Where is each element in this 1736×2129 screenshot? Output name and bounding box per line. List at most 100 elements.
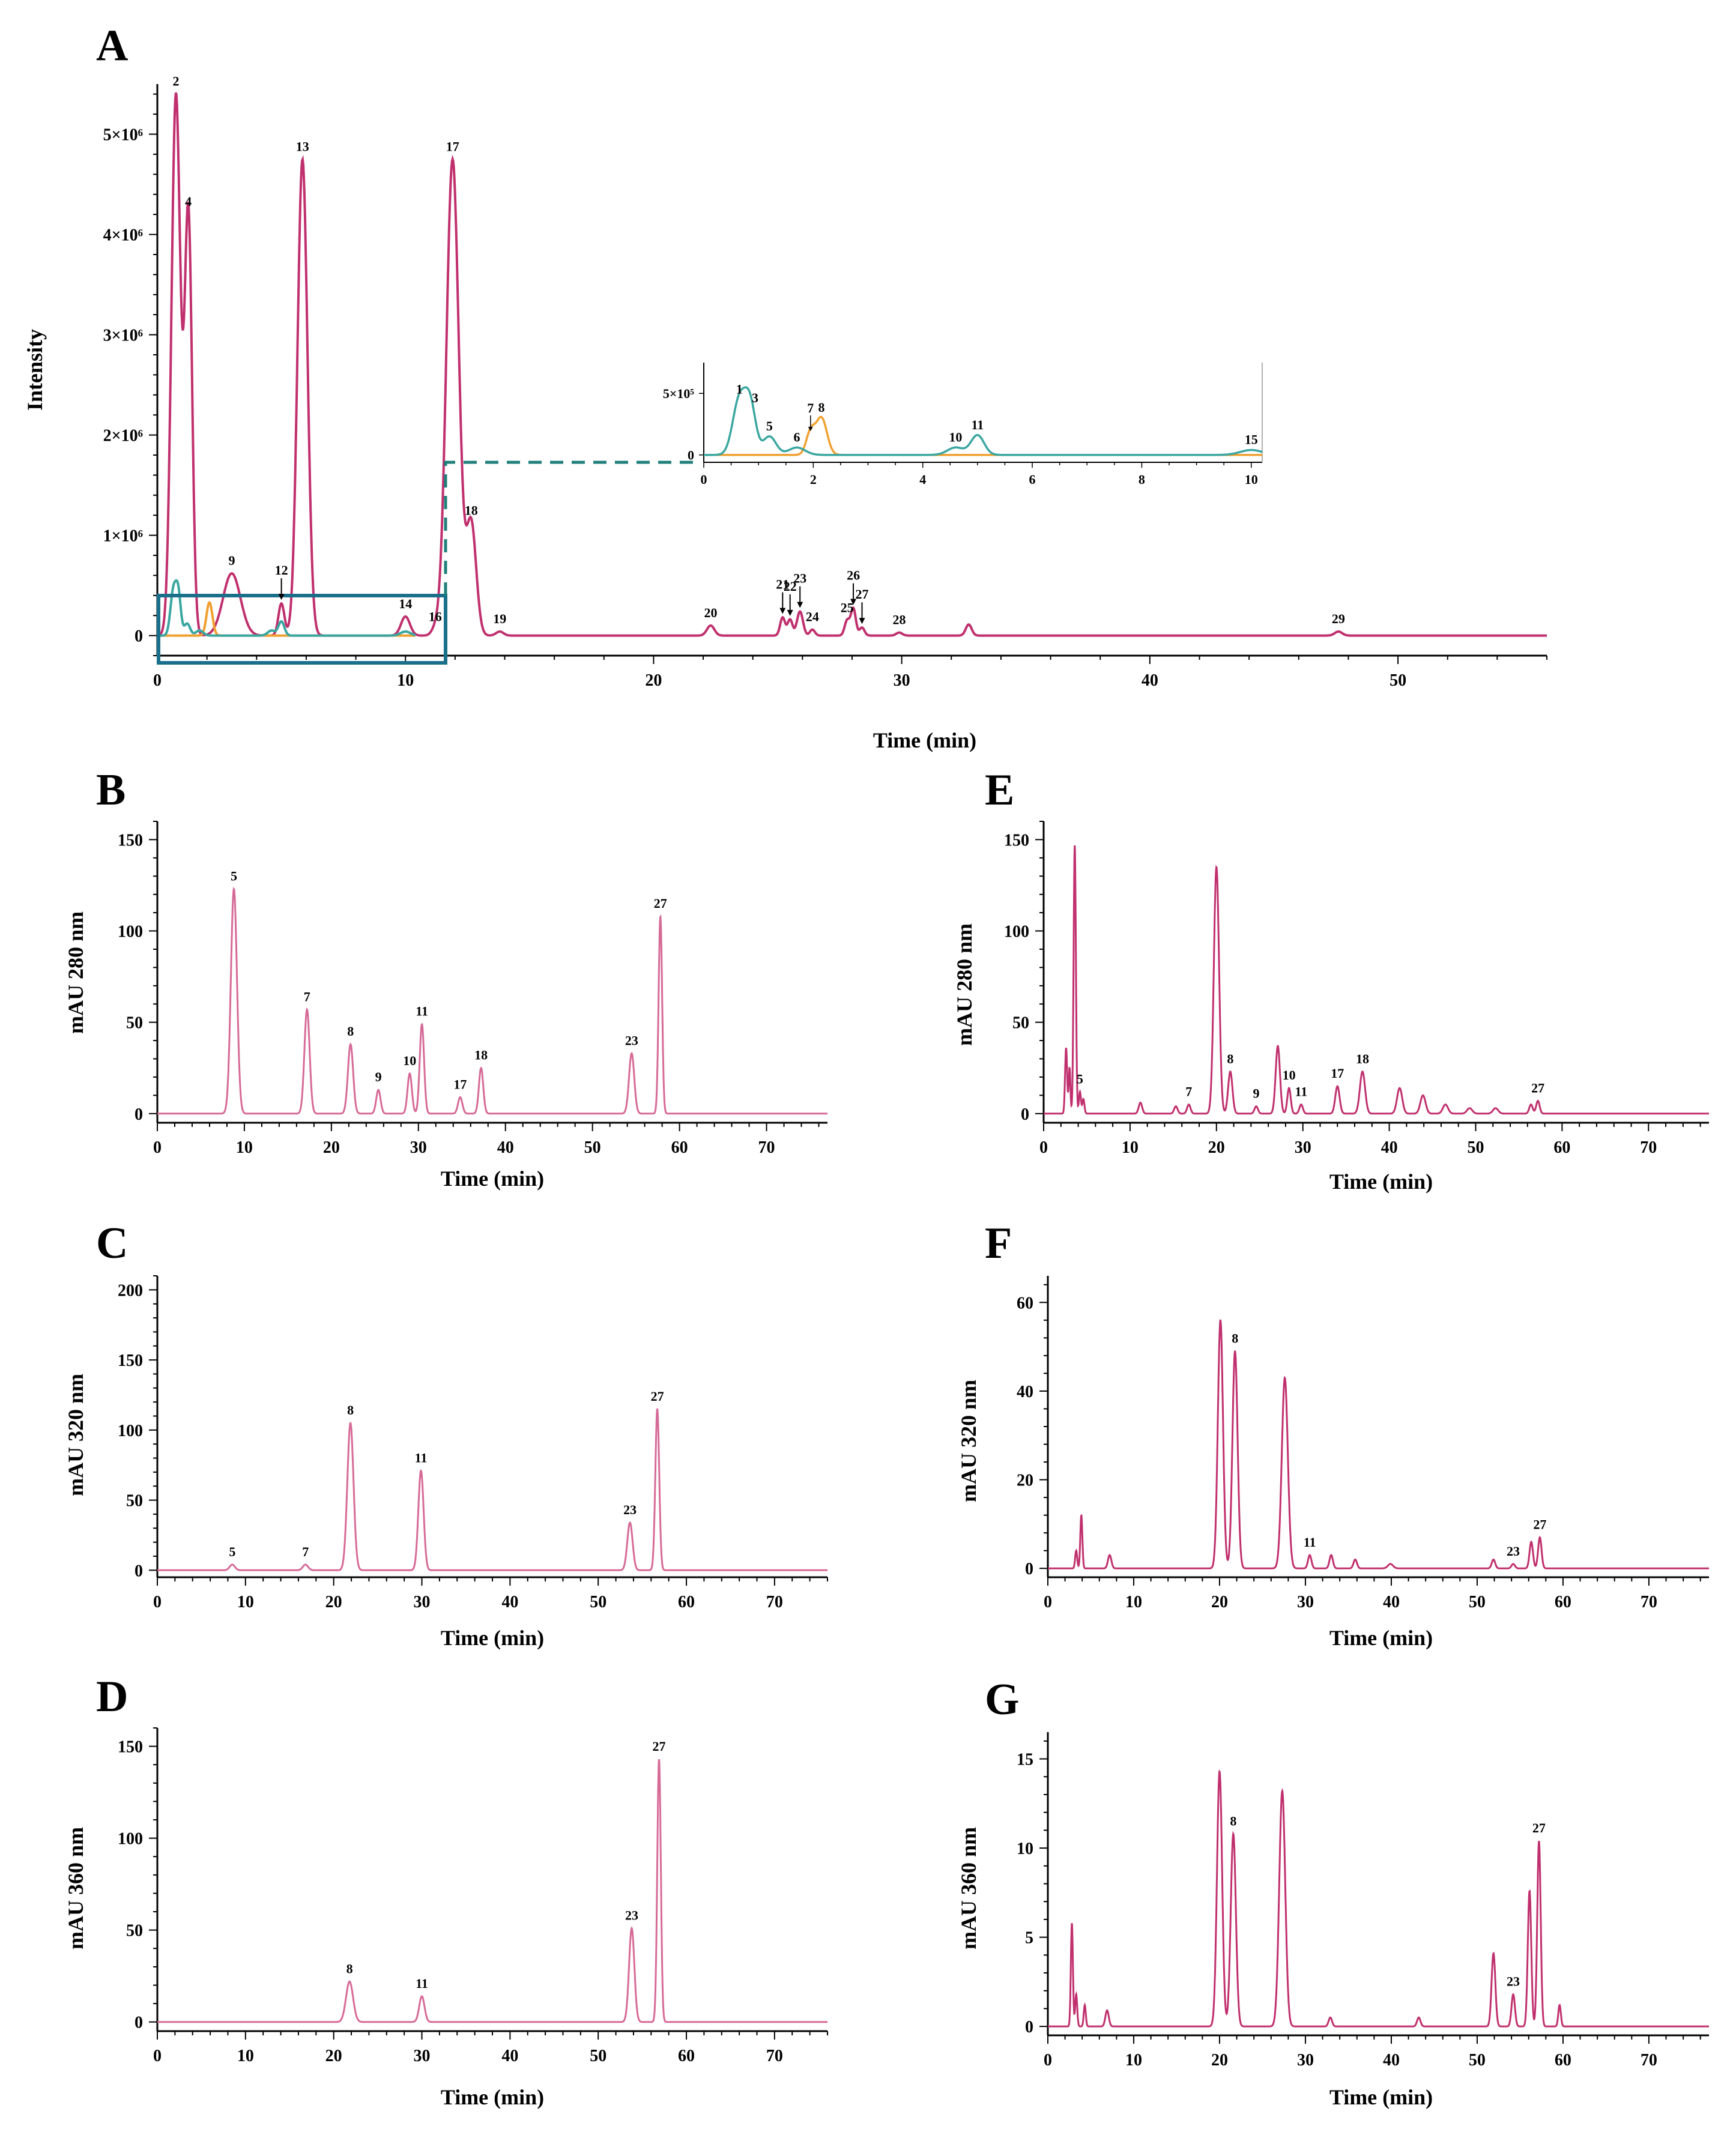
peak-arrowhead [779, 608, 786, 614]
zoom-connector-line [444, 461, 700, 596]
inset-y-tick-label: 0 [688, 448, 694, 463]
panel-letter-f: F [985, 1219, 1012, 1268]
peak-label: 5 [1077, 1071, 1083, 1086]
x-tick-label: 10 [397, 671, 414, 690]
panel-d: D 0 10 20 30 40 50 60 70 0 50 100 150 Time (min) mAU 3… [64, 1672, 828, 2109]
y-tick-label: 4×10⁶ [103, 226, 143, 245]
y-axis-title: mAU 320 nm [64, 1374, 88, 1496]
peak-label: 27 [653, 1739, 666, 1754]
peak-label: 16 [429, 609, 442, 624]
inset-x-tick-label: 8 [1139, 472, 1145, 487]
peak-label: 29 [1332, 611, 1345, 626]
x-tick-label: 60 [1553, 1138, 1570, 1157]
panel-letter-b: B [96, 766, 126, 815]
x-axis-title: Time (min) [1329, 2085, 1433, 2109]
y-tick-label: 5×10⁶ [103, 126, 143, 145]
y-axis-title: mAU 320 nm [957, 1380, 981, 1502]
inset-x-tick-label: 0 [701, 472, 707, 487]
panels-layer: A0 10 20 30 40 5001×10⁶2×10⁶3×10⁶4×10⁶5×10⁶Ti… [23, 21, 1709, 2109]
inset-x-tick-label: 4 [919, 472, 926, 487]
y-tick-label: 10 [1017, 1840, 1033, 1858]
peak-label: 9 [1253, 1086, 1259, 1101]
x-tick-label: 10 [236, 1138, 253, 1157]
y-tick-label: 0 [135, 1562, 143, 1580]
y-tick-label: 0 [135, 1105, 143, 1124]
x-tick-label: 50 [1390, 671, 1406, 690]
x-tick-label: 60 [1555, 1593, 1571, 1611]
panel-letter-e: E [985, 766, 1014, 815]
x-tick-label: 40 [497, 1138, 514, 1157]
y-tick-label: 100 [1004, 923, 1029, 941]
peak-label: 11 [1295, 1084, 1307, 1099]
y-axis-title: mAU 280 nm [64, 911, 88, 1034]
y-axis-title: mAU 360 nm [64, 1827, 88, 1949]
x-tick-label: 10 [1122, 1138, 1139, 1157]
x-tick-label: 0 [153, 671, 162, 690]
x-tick-label: 40 [1142, 671, 1158, 690]
peak-label: 17 [446, 139, 459, 154]
teal-overlay-trace [157, 579, 416, 637]
panel-g: G 0 10 20 30 40 50 60 70 0 5 10 15 Time (min) mAU 360 … [957, 1675, 1709, 2109]
x-tick-label: 60 [1555, 2051, 1571, 2070]
x-tick-label: 10 [237, 2047, 254, 2065]
zoom-region-box [157, 594, 447, 665]
peak-label: 18 [465, 503, 478, 518]
inset-peak-label: 15 [1245, 432, 1258, 447]
x-tick-label: 70 [766, 1593, 783, 1611]
y-tick-label: 1×10⁶ [103, 527, 143, 546]
inset-teal-trace [704, 386, 1263, 456]
inset-peak-label: 1 [736, 381, 743, 396]
x-tick-label: 0 [1039, 1138, 1048, 1157]
peak-label: 10 [1283, 1068, 1296, 1083]
chromatogram-trace [1048, 1769, 1709, 2028]
x-tick-label: 60 [678, 1593, 695, 1611]
peak-arrowhead [850, 599, 857, 605]
y-tick-label: 150 [118, 1738, 143, 1757]
x-axis-title: Time (min) [441, 1626, 544, 1650]
peak-label: 28 [893, 612, 906, 627]
chromatogram-trace [1048, 1319, 1709, 1569]
panel-b: B 0 10 20 30 40 50 60 70 0 50 100 150 Time (min) mAU 2… [64, 766, 827, 1191]
panel-letter-a: A [96, 21, 128, 70]
peak-label: 18 [474, 1048, 488, 1063]
y-tick-label: 0 [1025, 2018, 1033, 2037]
y-tick-label: 15 [1017, 1751, 1033, 1769]
peak-arrowhead [278, 594, 285, 600]
peak-label: 23 [625, 1908, 638, 1923]
peak-label: 27 [1532, 1820, 1546, 1835]
peak-label: 8 [347, 1403, 354, 1418]
peak-label: 23 [793, 571, 806, 586]
peak-label: 11 [1304, 1535, 1316, 1550]
peak-arrowhead [787, 609, 793, 616]
x-tick-label: 0 [153, 1138, 162, 1157]
peak-label: 11 [415, 1451, 428, 1466]
peak-label: 27 [856, 587, 869, 602]
y-tick-label: 50 [126, 1492, 143, 1511]
x-tick-label: 20 [325, 1593, 342, 1611]
x-tick-label: 30 [1297, 2051, 1314, 2070]
x-tick-label: 40 [1381, 1138, 1398, 1157]
panel-c: C 0 10 20 30 40 50 60 70 0 50 100 150 200 Time (min) mA… [64, 1219, 828, 1650]
x-tick-label: 20 [1211, 1593, 1228, 1611]
peak-label: 23 [623, 1502, 637, 1517]
x-tick-label: 20 [1211, 2051, 1228, 2070]
peak-label: 23 [1507, 1974, 1520, 1989]
peak-label: 18 [1356, 1051, 1369, 1066]
y-tick-label: 2×10⁶ [103, 427, 143, 445]
peak-label: 4 [185, 194, 192, 209]
peak-label: 23 [625, 1033, 638, 1048]
peak-label: 25 [841, 600, 854, 615]
inset-peak-label: 3 [752, 390, 758, 405]
peak-label: 27 [654, 896, 667, 911]
peak-label: 10 [403, 1053, 416, 1068]
peak-label: 27 [1531, 1080, 1544, 1095]
panel-letter-c: C [96, 1219, 128, 1268]
peak-label: 24 [806, 609, 819, 624]
peak-label: 7 [1185, 1084, 1192, 1099]
x-tick-label: 70 [1641, 1593, 1657, 1611]
inset-peak-arrowhead [808, 426, 813, 431]
x-tick-label: 30 [894, 671, 910, 690]
peak-label: 19 [493, 611, 506, 626]
peak-label: 27 [651, 1389, 664, 1404]
